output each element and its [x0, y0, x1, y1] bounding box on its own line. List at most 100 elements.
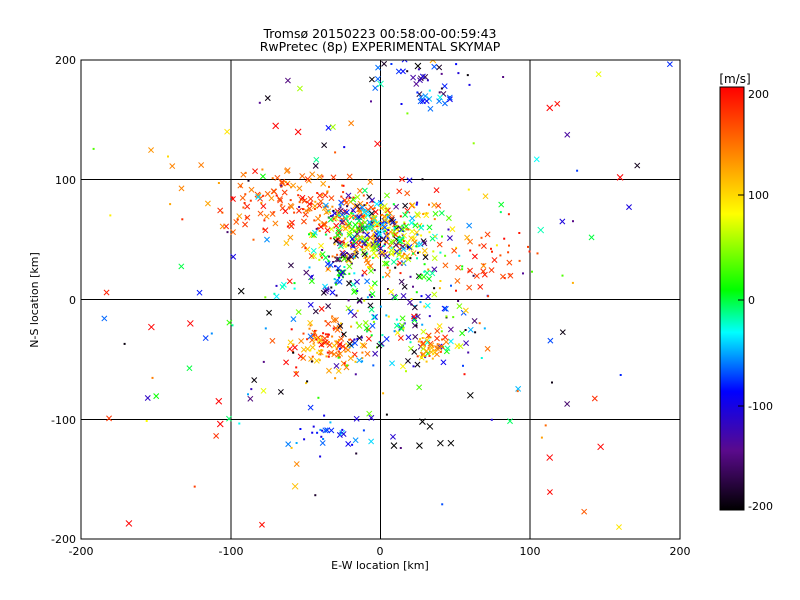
data-point-cross — [464, 234, 471, 241]
data-point-cross — [347, 308, 354, 315]
data-point — [109, 214, 112, 217]
data-point — [247, 179, 250, 182]
data-point — [338, 214, 340, 217]
data-point-cross — [372, 314, 378, 320]
data-point-cross — [239, 194, 246, 201]
data-point-cross — [401, 60, 408, 63]
data-point — [462, 364, 464, 367]
data-point — [334, 151, 337, 154]
data-point — [321, 175, 324, 178]
data-point-cross — [338, 269, 345, 276]
data-point — [167, 155, 169, 158]
data-point-cross — [368, 224, 375, 231]
data-point-cross — [436, 241, 443, 248]
data-point-cross — [356, 187, 363, 194]
data-point-cross — [178, 185, 185, 192]
data-point — [262, 360, 265, 363]
data-point-cross — [290, 316, 297, 323]
data-point — [295, 442, 298, 444]
data-point-cross — [307, 333, 314, 340]
data-point — [433, 287, 436, 290]
data-point — [461, 268, 464, 271]
data-point-cross — [311, 253, 318, 260]
data-point — [292, 343, 295, 346]
data-point-cross — [398, 278, 405, 285]
data-point-cross — [537, 226, 545, 234]
data-point — [403, 223, 406, 225]
data-point — [458, 254, 461, 257]
data-point-cross — [319, 440, 326, 446]
data-point-cross — [352, 437, 359, 444]
data-point — [440, 72, 443, 75]
data-point — [387, 288, 389, 290]
data-point-cross — [325, 303, 332, 310]
data-point-cross — [445, 215, 452, 222]
data-point — [393, 228, 396, 231]
data-point-cross — [376, 231, 383, 238]
data-point — [347, 244, 350, 247]
data-point — [385, 231, 388, 234]
data-point-cross — [425, 293, 432, 300]
data-point-cross — [466, 391, 474, 399]
data-point — [396, 228, 399, 231]
data-point — [490, 247, 492, 250]
data-point — [260, 201, 263, 204]
data-point — [516, 390, 519, 393]
data-point — [406, 112, 409, 115]
data-point — [415, 291, 418, 294]
data-point — [362, 194, 365, 197]
data-point — [338, 257, 341, 260]
data-point — [318, 230, 321, 232]
data-point-cross — [346, 229, 353, 236]
data-point — [467, 188, 470, 191]
data-point — [383, 219, 386, 222]
data-point — [344, 245, 347, 248]
data-point — [358, 227, 361, 230]
data-point-cross — [322, 254, 329, 261]
data-point-cross — [581, 508, 588, 515]
data-point — [366, 231, 369, 234]
data-point — [332, 327, 335, 330]
data-point-cross — [425, 332, 432, 339]
data-point-cross — [244, 203, 251, 210]
data-point-cross — [364, 231, 371, 238]
data-point-cross — [381, 224, 388, 231]
data-point — [416, 257, 418, 260]
data-point — [346, 252, 348, 254]
data-point-cross — [397, 335, 404, 341]
data-point-cross — [274, 174, 281, 181]
data-point — [309, 349, 312, 352]
data-point — [424, 253, 427, 256]
data-point-cross — [446, 235, 453, 242]
data-point — [406, 246, 409, 249]
data-point — [250, 388, 253, 391]
data-point-cross — [379, 251, 386, 257]
data-point — [480, 236, 483, 239]
data-point — [327, 355, 330, 358]
data-point — [169, 203, 172, 206]
data-point-cross — [564, 131, 571, 138]
data-point — [317, 396, 320, 399]
data-point — [386, 237, 389, 240]
data-point — [315, 338, 318, 341]
data-point — [293, 282, 296, 285]
data-point — [369, 246, 372, 249]
data-point-cross — [259, 521, 265, 528]
data-point-cross — [616, 174, 624, 181]
data-point-cross — [276, 195, 283, 202]
data-point-cross — [399, 176, 405, 183]
data-point — [314, 200, 317, 203]
data-point-cross — [546, 454, 554, 461]
data-point — [361, 248, 364, 251]
data-point-cross — [312, 308, 319, 315]
data-point-cross — [414, 62, 422, 70]
data-point — [387, 229, 390, 231]
data-point — [368, 293, 371, 296]
x-tick-label: 100 — [520, 545, 541, 558]
data-point — [217, 182, 220, 184]
data-point-cross — [356, 297, 363, 303]
data-point — [123, 342, 126, 345]
data-point — [507, 251, 510, 254]
data-point — [275, 284, 278, 287]
data-point — [245, 216, 248, 219]
